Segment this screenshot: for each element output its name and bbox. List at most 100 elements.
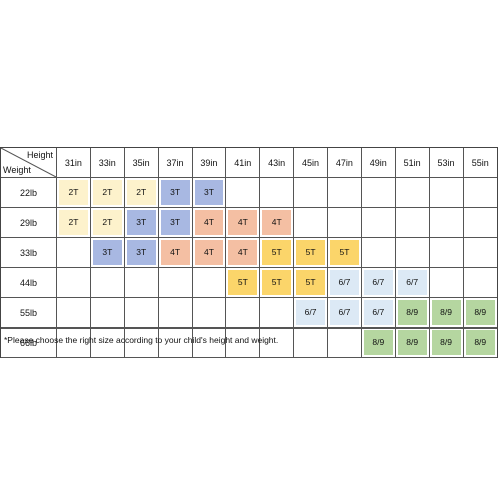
size-cell: 4T: [191, 237, 227, 268]
size-cell: [123, 267, 159, 298]
size-cell: [360, 207, 396, 238]
size-cell: [462, 237, 497, 268]
size-cell: 8/9: [394, 327, 430, 358]
size-cell: [225, 327, 261, 358]
size-cell: [394, 177, 430, 208]
size-value: 4T: [160, 240, 190, 265]
header-row: Height Weight 31in 33in 35in 37in 39in 41in 43in…: [1, 148, 497, 178]
size-cell: 3T: [123, 207, 159, 238]
size-cell: [428, 177, 464, 208]
size-cell: [327, 177, 362, 208]
size-value: 5T: [262, 240, 292, 265]
weight-label-cell: 22lb: [1, 177, 57, 208]
height-header-cell: 47in: [327, 148, 362, 178]
size-cell: 5T: [293, 267, 328, 298]
weight-label-cell: 33lb: [1, 237, 57, 268]
height-header-cell: 31in: [56, 148, 91, 178]
weight-label-cell: 44lb: [1, 267, 57, 298]
size-value: 6/7: [330, 300, 359, 325]
size-value: 6/7: [363, 270, 393, 295]
size-value: 2T: [59, 210, 88, 235]
weight-label-cell: 29lb: [1, 207, 57, 238]
height-header-cell: 41in: [225, 148, 261, 178]
size-cell: [123, 297, 159, 328]
size-cell: 4T: [225, 237, 261, 268]
height-header-cell: 33in: [89, 148, 125, 178]
size-cell: 6/7: [360, 267, 396, 298]
size-value: 2T: [126, 180, 156, 205]
weight-row: 22lb 2T 2T 2T 3T 3T: [1, 177, 497, 208]
size-cell: [157, 267, 193, 298]
size-cell: 2T: [89, 207, 125, 238]
size-value: 8/9: [363, 330, 393, 355]
size-cell: 8/9: [394, 297, 430, 328]
size-cell: 8/9: [428, 297, 464, 328]
size-cell: [89, 297, 125, 328]
size-value: 4T: [228, 240, 258, 265]
weight-row: 55lb 6/7 6/7 6/7 8/9 8/9 8/9: [1, 297, 497, 328]
height-header-cell: 51in: [394, 148, 430, 178]
size-cell: 2T: [56, 207, 91, 238]
size-value: 3T: [126, 210, 156, 235]
size-cell: [56, 297, 91, 328]
size-cell: 6/7: [293, 297, 328, 328]
size-cell: 5T: [225, 267, 261, 298]
size-cell: [191, 267, 227, 298]
size-value: 2T: [92, 180, 122, 205]
corner-header-cell: Height Weight: [1, 148, 57, 178]
size-cell: 2T: [123, 177, 159, 208]
size-value: 6/7: [397, 270, 427, 295]
size-cell: [259, 177, 295, 208]
size-value: 6/7: [330, 270, 359, 295]
size-cell: [394, 207, 430, 238]
size-value: 8/9: [465, 300, 495, 325]
size-cell: [259, 297, 295, 328]
size-cell: [428, 267, 464, 298]
size-cell: [293, 177, 328, 208]
size-value: 4T: [228, 210, 258, 235]
size-value: 4T: [194, 240, 224, 265]
height-header-cell: 39in: [191, 148, 227, 178]
height-header-cell: 55in: [462, 148, 497, 178]
size-cell: [157, 297, 193, 328]
size-value: 4T: [194, 210, 224, 235]
size-cell: [360, 237, 396, 268]
size-cell: [360, 177, 396, 208]
size-cell: 8/9: [462, 297, 497, 328]
size-cell: [462, 207, 497, 238]
size-cell: 3T: [123, 237, 159, 268]
size-cell: [462, 177, 497, 208]
size-table: Height Weight 31in 33in 35in 37in 39in 41in 43in…: [1, 148, 497, 358]
size-value: 2T: [92, 210, 122, 235]
diagonal-divider: [1, 148, 56, 177]
size-cell: 3T: [191, 177, 227, 208]
size-cell: [327, 207, 362, 238]
size-cell: 5T: [327, 237, 362, 268]
size-value: 5T: [330, 240, 359, 265]
size-cell: 5T: [259, 237, 295, 268]
size-value: 3T: [92, 240, 122, 265]
size-note: *Please choose the right size according …: [4, 335, 279, 345]
size-value: 8/9: [397, 300, 427, 325]
size-cell: 2T: [89, 177, 125, 208]
size-value: 8/9: [397, 330, 427, 355]
weight-row: 44lb 5T 5T 5T 6/7 6/7 6/7: [1, 267, 497, 298]
size-cell: [225, 297, 261, 328]
size-cell: 3T: [89, 237, 125, 268]
size-value: 3T: [160, 210, 190, 235]
size-value: 5T: [228, 270, 258, 295]
size-cell: 4T: [157, 237, 193, 268]
size-cell: 6/7: [327, 297, 362, 328]
weight-axis-label: Weight: [3, 165, 31, 175]
size-chart: Height Weight 31in 33in 35in 37in 39in 41in 43in…: [0, 147, 498, 358]
size-cell: [225, 177, 261, 208]
size-value: 5T: [296, 270, 325, 295]
size-value: 3T: [126, 240, 156, 265]
size-cell: 6/7: [360, 297, 396, 328]
size-value: 8/9: [431, 330, 461, 355]
size-value: 6/7: [363, 300, 393, 325]
height-axis-label: Height: [26, 150, 53, 160]
size-value: 4T: [262, 210, 292, 235]
height-header-cell: 35in: [123, 148, 159, 178]
weight-row: 29lb 2T 2T 3T 3T 4T 4T 4T: [1, 207, 497, 238]
